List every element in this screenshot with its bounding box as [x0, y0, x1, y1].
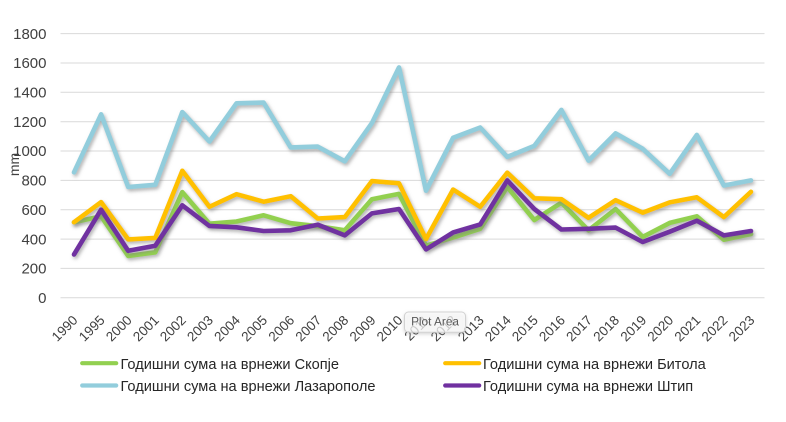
svg-text:1800: 1800 — [13, 26, 46, 43]
svg-text:Plot Area: Plot Area — [411, 315, 459, 329]
svg-text:mm: mm — [6, 153, 22, 176]
svg-text:400: 400 — [21, 231, 46, 248]
svg-text:200: 200 — [21, 261, 46, 278]
svg-text:1200: 1200 — [13, 114, 46, 131]
svg-text:0: 0 — [38, 290, 46, 307]
svg-text:1000: 1000 — [13, 143, 46, 160]
svg-text:Годишни сума на врнежи Скопје: Годишни сума на врнежи Скопје — [121, 357, 340, 373]
svg-text:600: 600 — [21, 202, 46, 219]
svg-text:800: 800 — [21, 173, 46, 190]
svg-text:Годишни сума на врнежи Битола: Годишни сума на врнежи Битола — [483, 357, 707, 373]
svg-text:1400: 1400 — [13, 85, 46, 102]
svg-text:1600: 1600 — [13, 55, 46, 72]
svg-text:Годишни сума на врнежи Лазароп: Годишни сума на врнежи Лазарополе — [121, 379, 376, 395]
svg-text:Годишни сума на врнежи Штип: Годишни сума на врнежи Штип — [483, 379, 693, 395]
